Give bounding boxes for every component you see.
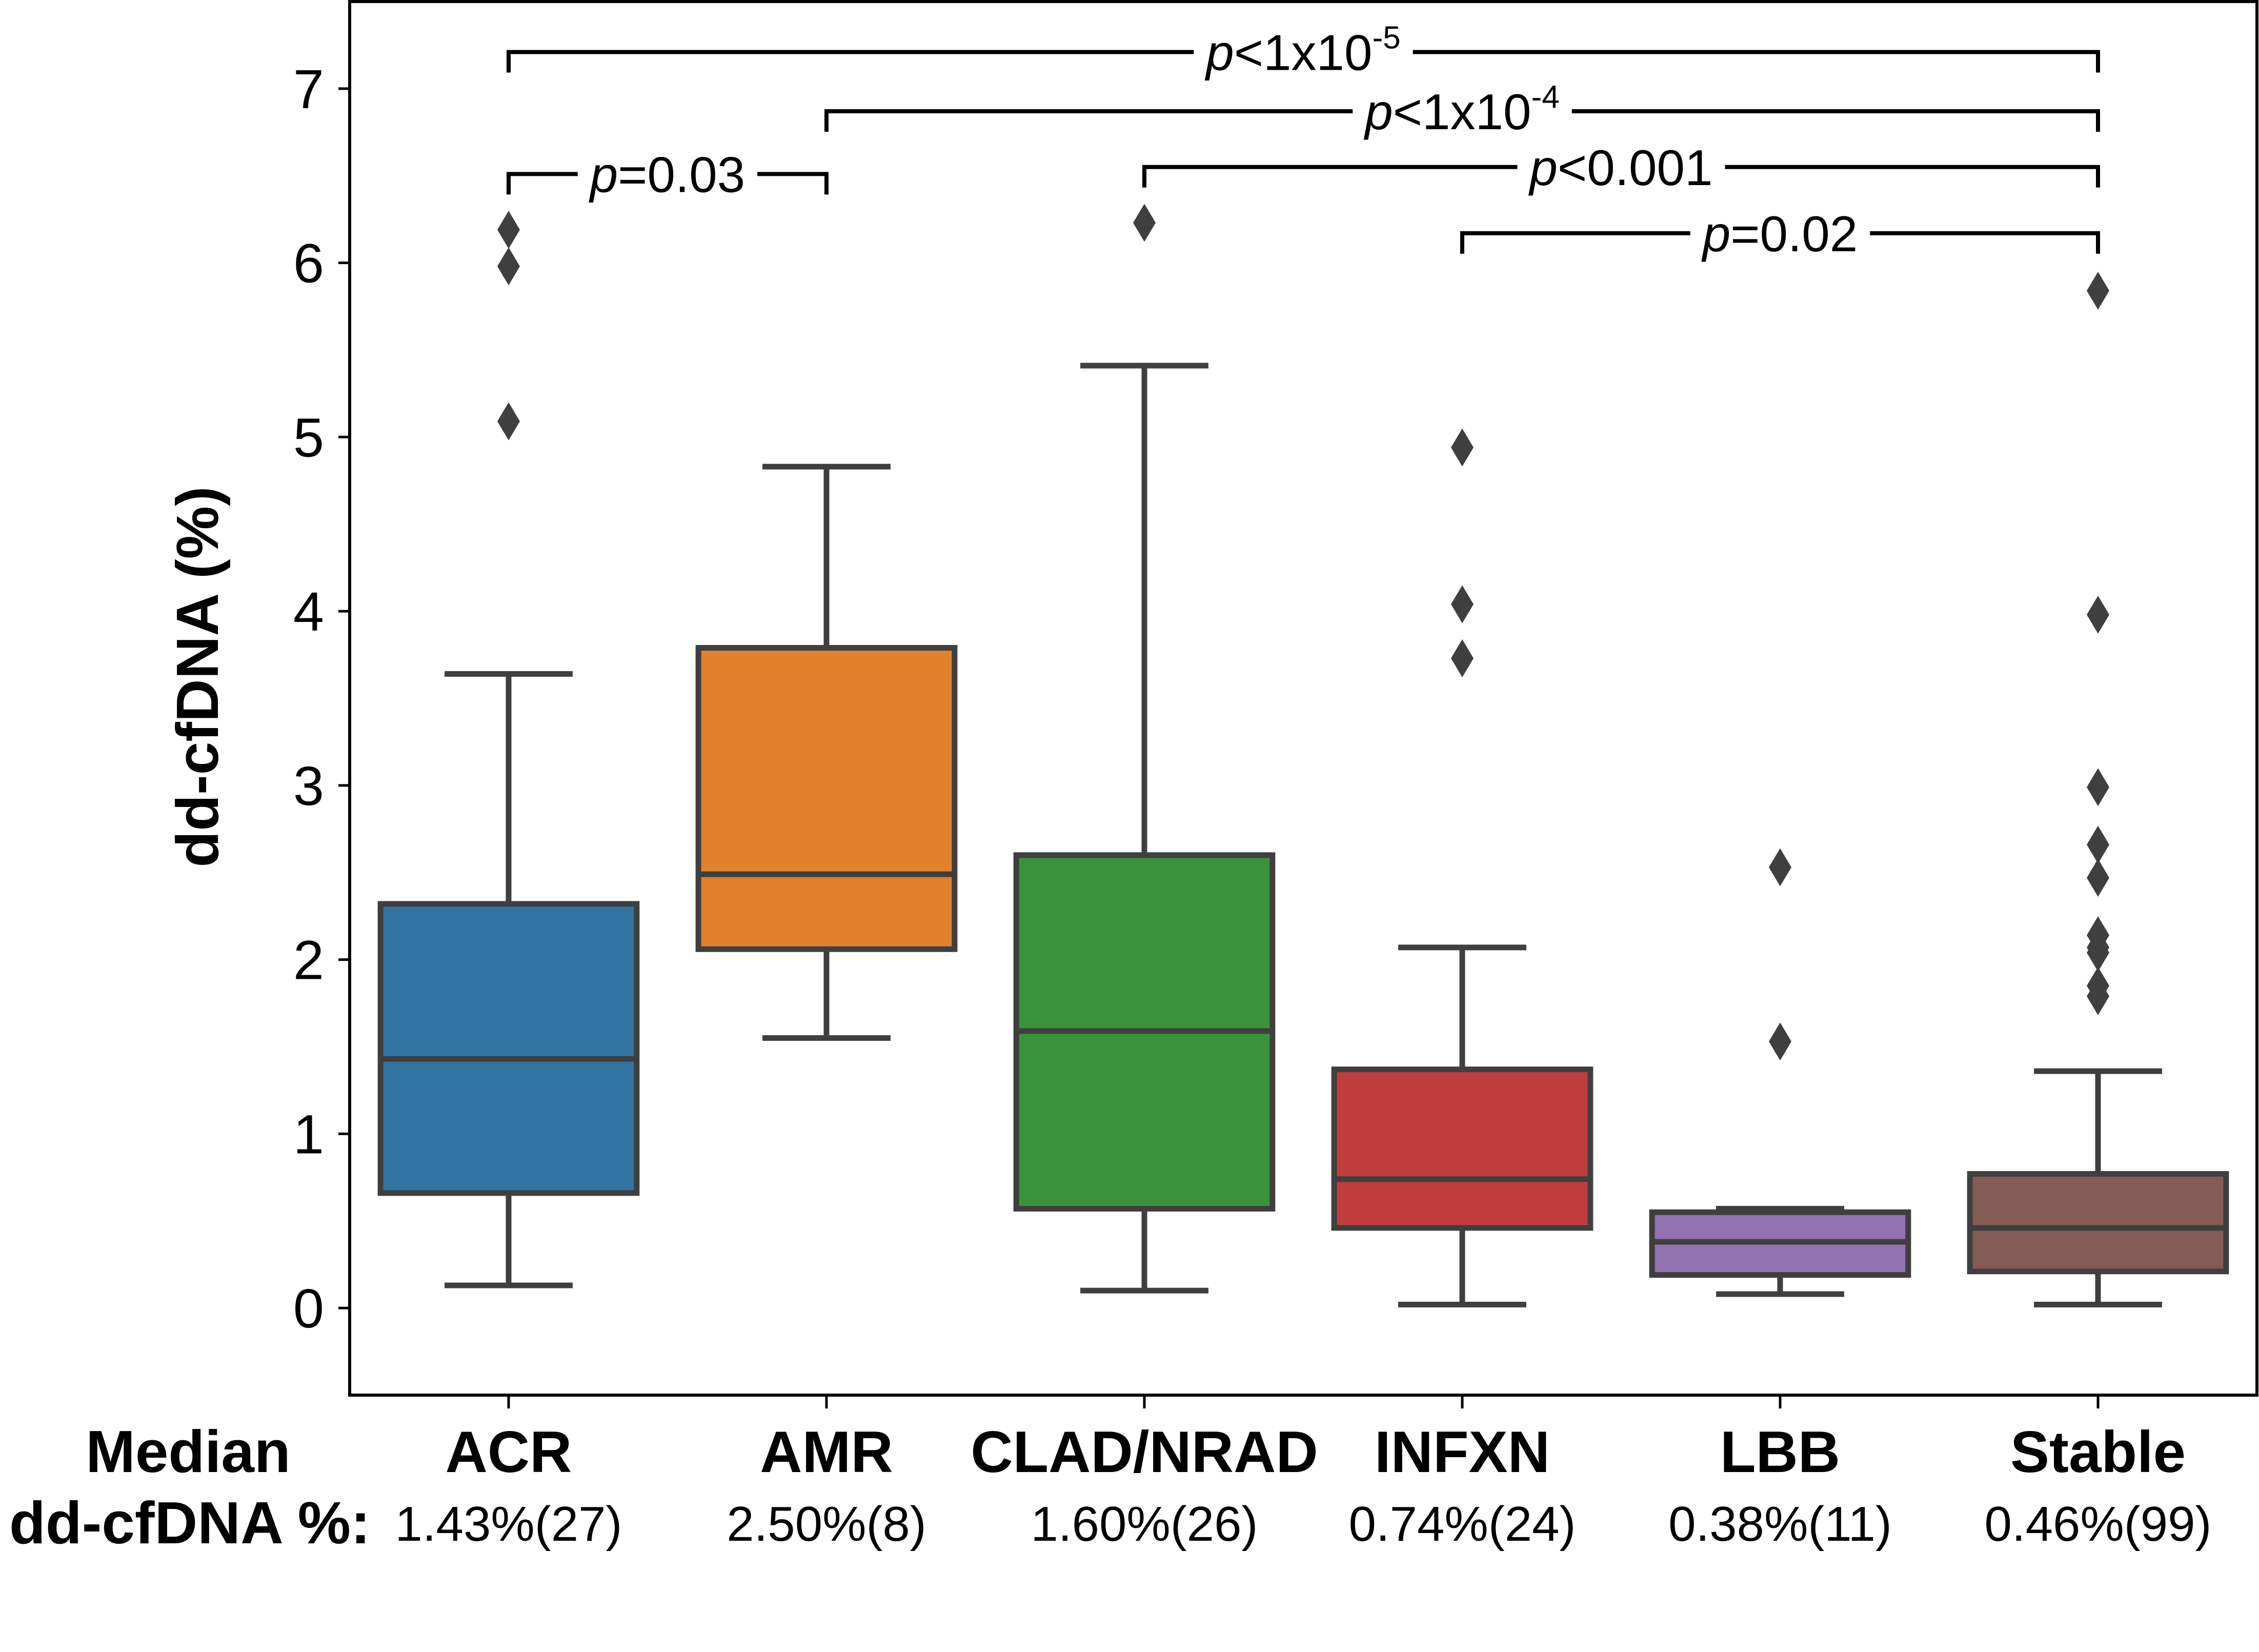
box-amr (695, 464, 958, 1041)
outlier-point (2087, 858, 2109, 897)
p-value-label: p=0.03 (589, 146, 745, 203)
median-value-label: 1.60%(26) (1031, 1497, 1258, 1552)
p-value-label: p<1x10-5 (1204, 21, 1400, 81)
outlier-point (2087, 595, 2109, 634)
iqr-box (377, 901, 640, 1196)
significance-bracket: p=0.02 (1460, 206, 2100, 262)
p-value-text: <0.001 (1558, 139, 1712, 196)
y-tick-label: 5 (293, 406, 324, 468)
x-tick-label: ACR (446, 1420, 572, 1485)
box-acr (377, 211, 640, 1288)
bracket-right (1725, 165, 2100, 188)
outlier-point (2087, 966, 2109, 1005)
median-row-label-line1: Median (86, 1418, 291, 1485)
x-tick-label: AMR (760, 1420, 893, 1485)
x-tick-label: INFXN (1375, 1420, 1550, 1485)
outlier-point (1451, 639, 1474, 677)
outlier-point (1451, 428, 1474, 467)
p-value-text: =0.02 (1730, 206, 1858, 262)
iqr-box (1967, 1171, 2229, 1275)
y-axis-label: dd-cfDNA (%) (164, 486, 231, 867)
y-tick-label: 6 (293, 232, 324, 294)
median-row-label-line2: dd-cfDNA %: (9, 1489, 371, 1556)
axes (348, 0, 2258, 1397)
outlier-point (497, 247, 520, 286)
p-value-text: =0.03 (618, 146, 745, 203)
bracket-right (1870, 231, 2100, 254)
significance-bracket: p<1x10-5 (507, 21, 2100, 81)
significance-bracket: p=0.03 (507, 146, 829, 203)
bracket-right (1571, 109, 2100, 132)
outlier-point (1769, 848, 1791, 887)
outlier-point (2087, 768, 2109, 807)
p-value-text: <1x10 (1393, 84, 1531, 140)
y-tick-label: 4 (293, 580, 324, 642)
y-tick-label: 1 (293, 1103, 324, 1165)
x-tick-label: Stable (2010, 1420, 2186, 1485)
iqr-box (695, 644, 958, 952)
box-stable (1967, 271, 2229, 1307)
y-axis-ticks: 0 1 2 3 4 5 6 7 (293, 58, 350, 1339)
significance-bracket: p<0.001 (1142, 139, 2100, 196)
p-symbol: p (1363, 84, 1393, 140)
median-values: 1.43%(27) 2.50%(8) 1.60%(26) 0.74%(24) 0.38%… (395, 1497, 2212, 1552)
y-tick-label: 7 (293, 58, 324, 120)
outlier-point (497, 402, 520, 440)
bracket-right (757, 172, 829, 195)
outlier-point (1133, 204, 1156, 242)
median-value-label: 0.38%(11) (1668, 1497, 1892, 1552)
plot-frame (348, 0, 2258, 1397)
significance-bracket: p<1x10-4 (824, 79, 2100, 140)
median-value-label: 0.46%(99) (1985, 1497, 2212, 1552)
x-tick-label: LBB (1720, 1420, 1840, 1485)
y-tick-label: 0 (293, 1277, 324, 1339)
outlier-point (2087, 825, 2109, 864)
p-symbol: p (1701, 206, 1731, 262)
p-value-text: <1x10 (1234, 25, 1373, 81)
bracket-left (507, 50, 1194, 73)
outlier-point (2087, 916, 2109, 955)
x-axis-ticks: ACR AMR CLAD/NRAD INFXN LBB Stable (446, 1395, 2186, 1485)
p-value-exponent: -4 (1531, 79, 1560, 115)
median-value-label: 2.50%(8) (727, 1497, 926, 1552)
p-symbol: p (1528, 139, 1558, 196)
p-value-label: p<1x10-4 (1363, 79, 1559, 140)
box-infxn (1331, 428, 1594, 1307)
y-tick-label: 3 (293, 755, 324, 817)
bracket-left (1142, 165, 1518, 188)
bracket-right (1413, 50, 2100, 73)
bracket-left (824, 109, 1353, 132)
x-tick-label: CLAD/NRAD (971, 1420, 1318, 1485)
p-symbol: p (589, 146, 618, 203)
outlier-point (1451, 585, 1474, 623)
p-value-label: p<0.001 (1528, 139, 1713, 196)
median-value-label: 1.43%(27) (395, 1497, 622, 1552)
outlier-point (497, 211, 520, 249)
bracket-left (507, 172, 578, 195)
bracket-left (1460, 231, 1690, 254)
p-value-exponent: -5 (1373, 21, 1401, 56)
box-lbb (1649, 848, 1911, 1297)
y-tick-label: 2 (293, 929, 324, 991)
box-clad-nrad (1013, 204, 1276, 1294)
p-value-label: p=0.02 (1701, 206, 1858, 262)
iqr-box (1331, 1066, 1594, 1231)
outlier-point (1769, 1022, 1791, 1061)
plot-area (377, 204, 2229, 1307)
p-symbol: p (1204, 25, 1234, 81)
outlier-point (2087, 271, 2109, 310)
median-value-label: 0.74%(24) (1349, 1497, 1576, 1552)
